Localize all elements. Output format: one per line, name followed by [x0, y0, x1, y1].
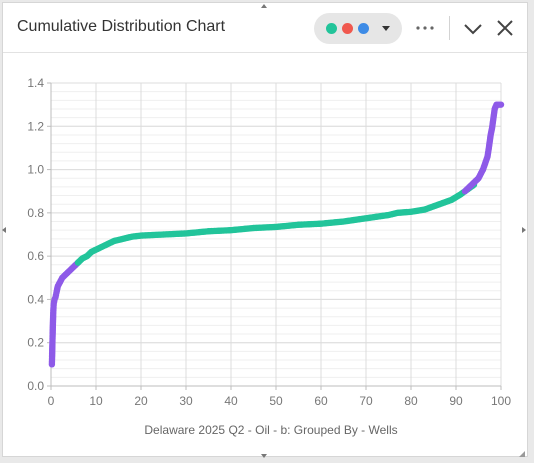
- data-points: [48, 101, 505, 368]
- resize-bottom-icon[interactable]: [260, 452, 268, 460]
- more-icon[interactable]: [415, 16, 435, 40]
- resize-corner-icon[interactable]: [518, 450, 526, 458]
- y-tick-label: 0.8: [27, 206, 44, 220]
- series-color-dot: [342, 23, 353, 34]
- panel-header: Cumulative Distribution Chart: [3, 3, 527, 53]
- resize-left-icon[interactable]: [0, 226, 8, 234]
- y-tick-label: 0.2: [27, 336, 44, 350]
- series-color-selector[interactable]: [314, 13, 402, 44]
- x-tick-label: 70: [359, 394, 373, 408]
- x-tick-label: 100: [491, 394, 511, 408]
- cdf-chart: 0 10 20 30 40 50 60 70 80 90 100 0.0 0.2 0.4 0.6 0.8 1.0…: [27, 76, 511, 437]
- data-point: [497, 101, 505, 108]
- x-tick-label: 60: [314, 394, 328, 408]
- collapse-icon[interactable]: [462, 18, 484, 40]
- major-grid: [50, 82, 502, 387]
- y-tick-label: 1.4: [27, 76, 44, 90]
- y-tick-label: 1.0: [27, 163, 44, 177]
- x-tick-label: 0: [48, 394, 55, 408]
- y-tick-label: 1.2: [27, 119, 44, 133]
- series-color-dot: [326, 23, 337, 34]
- x-axis-label: Delaware 2025 Q2 - Oil - b: Grouped By -…: [144, 423, 397, 437]
- y-tick-label: 0.6: [27, 249, 44, 263]
- panel-title: Cumulative Distribution Chart: [17, 18, 226, 35]
- chevron-down-icon[interactable]: [381, 21, 391, 35]
- x-tick-label: 40: [224, 394, 238, 408]
- x-tick-label: 50: [269, 394, 283, 408]
- chart-panel: Cumulative Distribution Chart 0 10 20 30 40 5…: [2, 2, 528, 457]
- resize-top-icon[interactable]: [260, 2, 268, 10]
- x-tick-label: 20: [134, 394, 148, 408]
- header-divider: [449, 16, 450, 40]
- x-tick-label: 10: [89, 394, 103, 408]
- x-tick-label: 30: [179, 394, 193, 408]
- y-tick-label: 0.0: [27, 379, 44, 393]
- resize-right-icon[interactable]: [520, 226, 528, 234]
- chart-axes: 0 10 20 30 40 50 60 70 80 90 100 0.0 0.2 0.4 0.6 0.8 1.0…: [27, 76, 511, 408]
- x-tick-label: 90: [449, 394, 463, 408]
- series-color-dot: [358, 23, 369, 34]
- x-tick-label: 80: [404, 394, 418, 408]
- close-icon[interactable]: [494, 17, 516, 39]
- y-tick-label: 0.4: [27, 292, 44, 306]
